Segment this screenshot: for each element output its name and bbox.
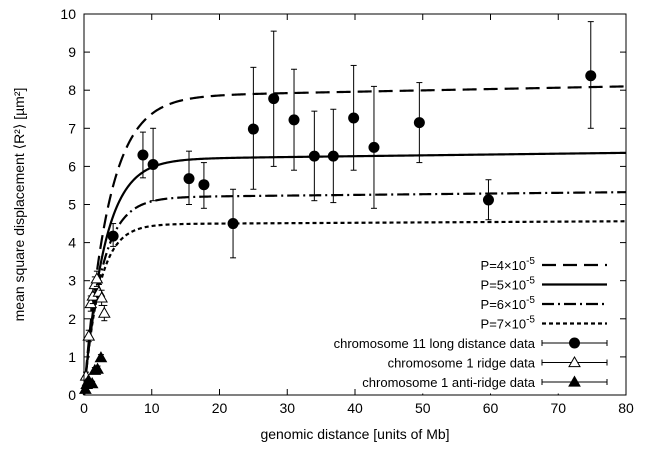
y-tick-label: 9 [68,44,76,60]
y-tick-label: 3 [68,273,76,289]
model-curve-1 [82,85,627,396]
data-point [348,112,360,124]
data-point [327,150,339,162]
legend-label-series-2: chromosome 1 ridge data [388,356,536,371]
legend-marker-series-3 [568,375,581,387]
legend-label-curve-2: P=5×10-5 [481,276,536,293]
model-curve-4 [82,220,627,396]
legend-label-curve-1: P=4×10-5 [481,256,536,273]
data-point [137,149,149,161]
legend-marker-series-1 [569,337,580,349]
data-point [97,306,111,318]
legend: P=4×10-5P=5×10-5P=6×10-5P=7×10-5chromoso… [334,251,618,394]
legend-label-base: P=6×10 [481,297,527,312]
legend-label-curve-4: P=7×10-5 [481,315,536,332]
data-point [227,218,239,230]
x-tick-label: 80 [618,400,634,416]
legend-label-base: P=4×10 [481,258,527,273]
y-tick-label: 0 [68,387,76,403]
legend-label-base: P=7×10 [481,317,527,332]
legend-label-series-1: chromosome 11 long distance data [334,336,536,351]
x-tick-label: 0 [80,400,88,416]
y-tick-label: 10 [60,6,76,22]
x-tick-label: 40 [347,400,363,416]
y-tick-label: 5 [68,197,76,213]
x-tick-label: 30 [279,400,295,416]
legend-label-exponent: -5 [526,276,535,287]
legend-background [380,251,618,394]
data-point [82,329,96,341]
x-axis-label: genomic distance [units of Mb] [260,426,449,442]
data-point [107,230,119,242]
data-point [585,70,597,82]
legend-marker-series-2 [568,355,581,368]
legend-label-exponent: -5 [526,315,535,326]
legend-label-series-3: chromosome 1 anti-ridge data [362,375,535,390]
y-tick-label: 4 [68,235,76,251]
x-tick-label: 50 [415,400,431,416]
legend-label-curve-3: P=6×10-5 [481,295,536,312]
data-points [78,21,597,394]
y-tick-label: 1 [68,349,76,365]
data-point [247,123,259,135]
data-point [482,194,494,206]
series-3 [78,351,108,394]
data-point [94,351,108,363]
data-point [91,362,104,374]
x-axis-ticks: 0 10 20 30 40 50 60 70 80 [80,14,634,416]
data-point [84,297,98,309]
data-point [268,93,280,105]
model-curve-3 [82,191,627,396]
data-point [90,272,104,284]
y-tick-label: 6 [68,158,76,174]
data-point [288,114,300,126]
x-tick-label: 60 [483,400,499,416]
data-point [368,141,380,153]
data-point [147,158,159,170]
data-point [198,179,210,191]
x-tick-label: 70 [550,400,566,416]
data-point [183,173,195,185]
series-1 [107,21,597,259]
legend-label-exponent: -5 [526,295,535,306]
model-curve-2 [82,151,627,396]
y-tick-label: 7 [68,120,76,136]
legend-label-exponent: -5 [526,256,535,267]
y-axis-label: mean square displacement ⟨R²⟩ [µm²] [11,88,27,322]
y-axis-ticks: 0 1 2 3 4 5 6 7 8 9 10 [60,6,626,403]
series-2 [79,270,111,381]
data-point [85,377,99,389]
y-tick-label: 8 [68,82,76,98]
data-point [413,117,425,129]
data-point [95,291,108,303]
y-tick-label: 2 [68,311,76,327]
legend-label-base: P=5×10 [481,278,527,293]
model-curves [82,85,627,396]
x-tick-label: 10 [144,400,160,416]
x-tick-label: 20 [212,400,228,416]
data-point [308,150,320,162]
